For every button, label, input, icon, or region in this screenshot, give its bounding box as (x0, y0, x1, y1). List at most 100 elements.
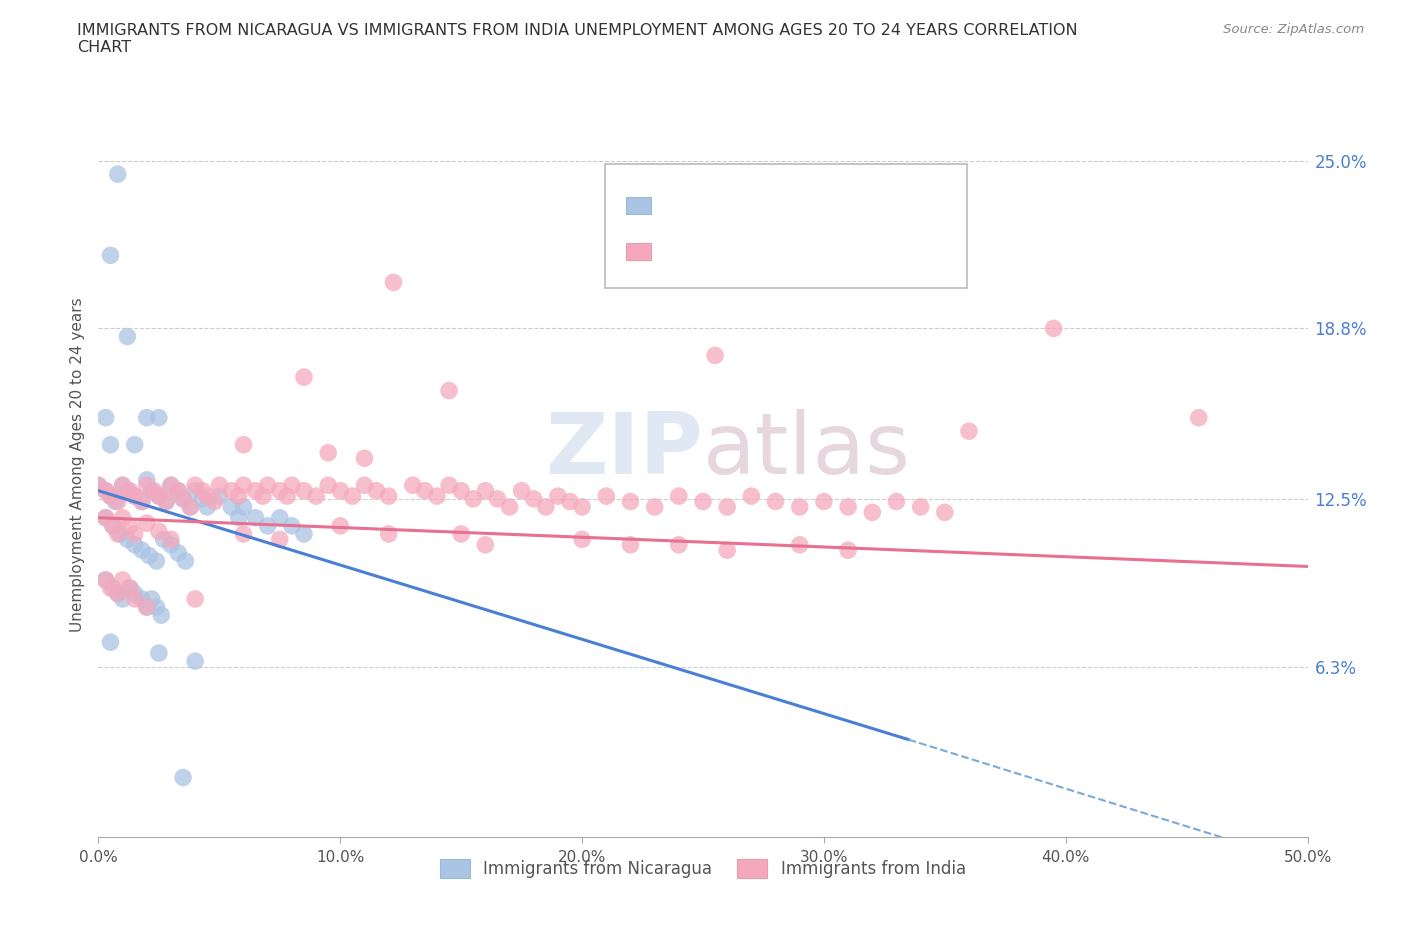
Point (135, 472, 157, 487)
Point (474, 484, 496, 498)
Point (232, 437, 254, 452)
Y-axis label: Unemployment Among Ages 20 to 24 years: Unemployment Among Ages 20 to 24 years (69, 298, 84, 632)
Text: CHART: CHART (77, 40, 131, 55)
Point (131, 591, 153, 606)
Point (837, 499, 859, 514)
Point (366, 484, 388, 498)
Point (160, 532, 183, 547)
Point (150, 607, 173, 622)
Point (145, 553, 167, 568)
Point (740, 488, 762, 503)
Point (100, 580, 122, 595)
Point (131, 494, 153, 509)
Text: R =: R = (662, 243, 702, 260)
Point (789, 538, 811, 552)
Point (195, 499, 218, 514)
Point (179, 499, 201, 514)
Text: -0.251: -0.251 (704, 196, 769, 215)
Text: 64: 64 (817, 196, 842, 215)
Text: ZIP: ZIP (546, 408, 703, 492)
Point (184, 591, 207, 606)
Legend: Immigrants from Nicaragua, Immigrants from India: Immigrants from Nicaragua, Immigrants fr… (433, 852, 973, 884)
Point (135, 410, 157, 425)
Point (179, 499, 201, 514)
Point (252, 488, 274, 503)
Point (141, 591, 163, 606)
Point (208, 478, 231, 493)
Point (860, 505, 883, 520)
Point (256, 478, 278, 493)
Point (474, 538, 496, 552)
Point (292, 369, 315, 384)
Point (124, 538, 146, 552)
Point (107, 494, 129, 509)
Point (107, 526, 129, 541)
Point (716, 499, 738, 514)
Point (813, 494, 835, 509)
Point (704, 348, 727, 363)
Point (595, 488, 617, 503)
Point (668, 538, 690, 552)
Point (148, 488, 170, 503)
Point (316, 445, 339, 460)
Point (281, 518, 304, 533)
Point (184, 654, 207, 669)
Point (131, 543, 153, 558)
Point (1042, 321, 1064, 336)
Point (316, 478, 339, 493)
Point (221, 484, 243, 498)
Point (155, 494, 177, 509)
Point (329, 518, 352, 533)
Point (353, 478, 375, 493)
Point (486, 491, 509, 506)
Point (117, 329, 139, 344)
Point (619, 538, 641, 552)
Point (172, 491, 194, 506)
Point (232, 499, 254, 514)
Point (269, 511, 291, 525)
Point (141, 484, 163, 498)
Point (463, 491, 485, 506)
Point (498, 499, 520, 514)
Point (534, 499, 557, 514)
Point (450, 526, 472, 541)
Point (100, 635, 122, 650)
Point (437, 478, 460, 493)
Point (124, 437, 146, 452)
Point (148, 524, 170, 538)
Point (765, 494, 787, 509)
Point (191, 491, 214, 506)
Point (94, 511, 117, 525)
Point (377, 526, 399, 541)
Point (131, 494, 153, 509)
Point (377, 488, 399, 503)
Point (305, 488, 328, 503)
Point (87, 478, 110, 493)
Point (118, 580, 141, 595)
Point (94, 484, 117, 498)
Text: N =: N = (763, 196, 815, 215)
Point (342, 488, 364, 503)
Point (124, 488, 146, 503)
Point (172, 491, 194, 506)
Point (174, 553, 197, 568)
Point (228, 488, 250, 503)
Point (382, 275, 405, 290)
Point (957, 424, 980, 439)
Point (111, 591, 134, 606)
Point (221, 499, 243, 514)
Point (124, 586, 146, 601)
Point (117, 484, 139, 498)
Point (111, 511, 134, 525)
Point (117, 532, 139, 547)
Point (510, 484, 533, 498)
Point (204, 494, 226, 509)
Point (111, 478, 134, 493)
Point (100, 488, 122, 503)
Point (353, 451, 375, 466)
Point (619, 494, 641, 509)
Point (148, 645, 170, 660)
Point (155, 494, 177, 509)
Point (87, 478, 110, 493)
Point (195, 488, 218, 503)
